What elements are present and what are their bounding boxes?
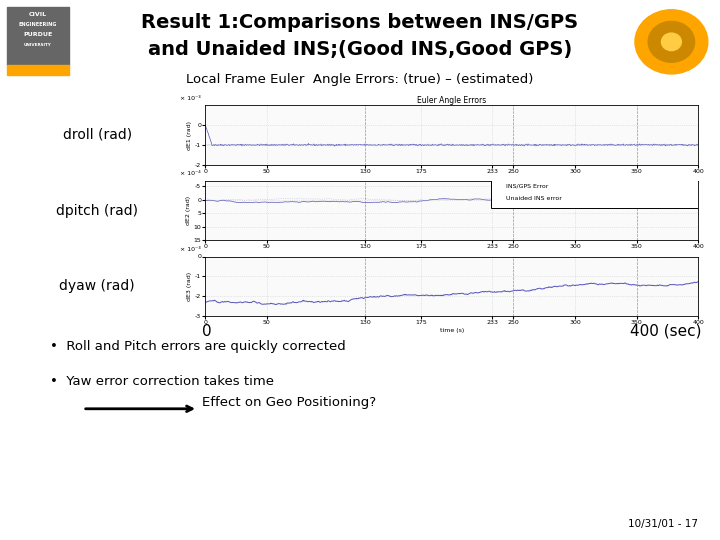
Text: ENGINEERING: ENGINEERING [19,22,57,27]
Text: Local Frame Euler  Angle Errors: (true) – (estimated): Local Frame Euler Angle Errors: (true) –… [186,73,534,86]
Text: 0: 0 [202,324,211,339]
Text: dpitch (rad): dpitch (rad) [56,204,138,218]
Text: •  Yaw error correction takes time: • Yaw error correction takes time [50,375,274,388]
Text: 400 (sec): 400 (sec) [631,324,702,339]
Text: Effect on Geo Positioning?: Effect on Geo Positioning? [202,396,376,409]
Text: Unaided INS error: Unaided INS error [506,195,562,201]
Text: dyaw (rad): dyaw (rad) [59,279,135,293]
Y-axis label: dE2 (rad): dE2 (rad) [186,196,191,225]
Text: droll (rad): droll (rad) [63,128,132,142]
Text: 10/31/01 - 17: 10/31/01 - 17 [629,519,698,529]
Text: •  Roll and Pitch errors are quickly corrected: • Roll and Pitch errors are quickly corr… [50,340,346,353]
Bar [7,65,68,75]
Title: Euler Angle Errors: Euler Angle Errors [417,96,487,105]
Circle shape [635,10,708,74]
Text: PURDUE: PURDUE [23,32,53,37]
Circle shape [662,33,681,51]
Text: CIVIL: CIVIL [29,12,47,17]
Text: × 10⁻⁴: × 10⁻⁴ [179,171,200,176]
Bar [7,7,68,65]
Text: × 10⁻³: × 10⁻³ [179,247,200,252]
Text: × 10⁻³: × 10⁻³ [179,96,200,100]
Text: INS/GPS Error: INS/GPS Error [506,184,549,189]
X-axis label: time (s): time (s) [440,328,464,333]
Y-axis label: dE1 (rad): dE1 (rad) [187,120,192,150]
Text: UNIVERSITY: UNIVERSITY [24,43,52,46]
Y-axis label: dE3 (rad): dE3 (rad) [187,272,192,301]
Text: and Unaided INS;(Good INS,Good GPS): and Unaided INS;(Good INS,Good GPS) [148,40,572,59]
FancyBboxPatch shape [491,180,698,207]
Circle shape [648,22,695,62]
Text: Result 1:Comparisons between INS/GPS: Result 1:Comparisons between INS/GPS [141,14,579,32]
